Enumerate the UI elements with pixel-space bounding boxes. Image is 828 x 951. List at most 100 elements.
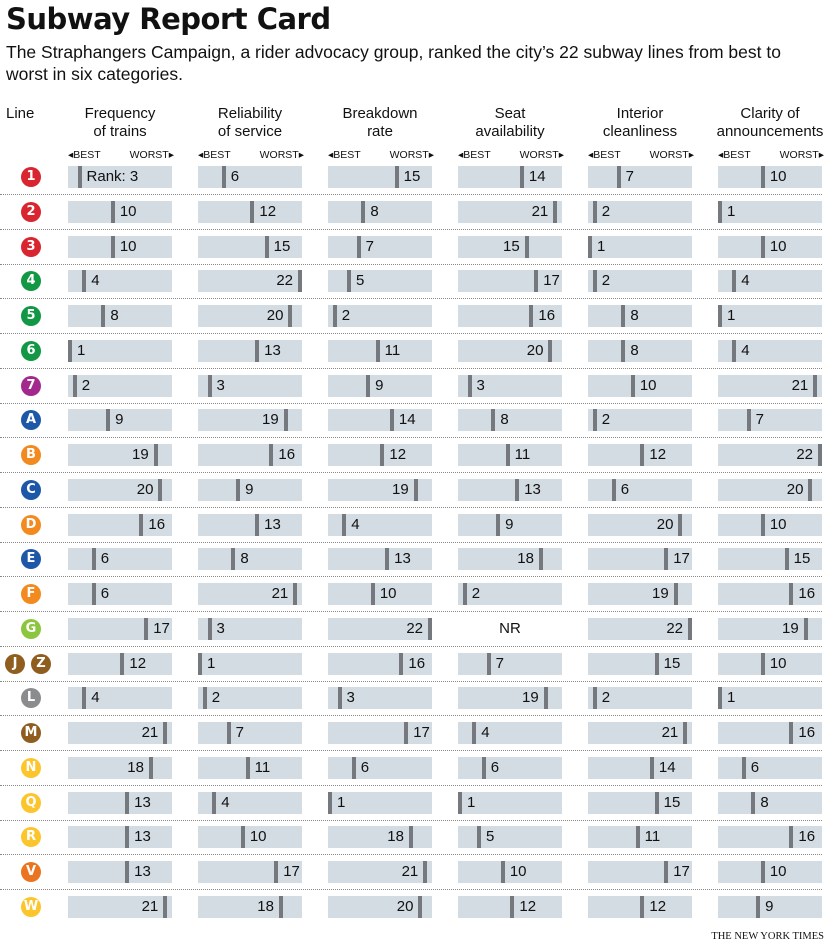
rank-bar: 22 — [718, 444, 822, 466]
rank-marker — [293, 583, 298, 605]
credit-text: THE NEW YORK TIMES — [711, 931, 824, 942]
rank-marker — [718, 687, 722, 710]
rank-value: 10 — [119, 202, 137, 220]
rank-value: 16 — [408, 654, 426, 672]
table-row: 3 10 15 7 15 1 10 — [0, 235, 828, 270]
line-bullet-icon: N — [21, 757, 41, 778]
rank-marker — [496, 513, 501, 536]
rank-marker — [255, 513, 260, 536]
rank-value: 3 — [216, 376, 225, 394]
rank-bar: 21 — [718, 374, 822, 397]
rank-value: 12 — [649, 897, 667, 915]
rank-marker — [264, 235, 269, 258]
rank-value: 8 — [370, 202, 379, 220]
rank-value: 15 — [663, 793, 681, 811]
rank-value: 18 — [127, 758, 144, 776]
best-label: ◂BEST — [328, 149, 361, 161]
rank-bar: 15 — [198, 235, 302, 258]
rank-bar: 8 — [588, 305, 692, 327]
rank-marker — [110, 235, 115, 258]
rank-marker — [789, 826, 794, 849]
rank-marker — [404, 722, 409, 744]
rank-marker — [616, 166, 621, 188]
rank-value: 2 — [211, 689, 221, 707]
rank-bar: 7 — [718, 409, 822, 432]
rank-bar: 10 — [718, 166, 822, 188]
rank-value: 21 — [141, 897, 159, 915]
rank-value: 21 — [271, 585, 289, 602]
rank-value: 12 — [129, 654, 147, 672]
rank-marker — [481, 756, 486, 779]
rank-marker — [385, 548, 390, 571]
rank-bar: 2 — [588, 687, 692, 710]
table-row: R 13 10 18 5 11 16 — [0, 826, 828, 860]
rank-bar: 17 — [588, 548, 692, 571]
rank-value: 1 — [727, 307, 736, 324]
rank-value: 6 — [230, 168, 240, 185]
rank-value: 10 — [639, 376, 657, 394]
rank-marker — [82, 270, 87, 293]
rank-marker — [226, 722, 231, 744]
rank-bar: 5 — [328, 270, 432, 293]
rank-value: 6 — [100, 550, 110, 568]
rank-bar: 16 — [68, 513, 172, 536]
rank-value: 22 — [276, 272, 293, 290]
rank-marker — [361, 200, 366, 223]
column-header: Seat availability — [445, 105, 575, 141]
rank-marker — [283, 409, 288, 432]
rank-bar: 11 — [588, 826, 692, 849]
best-label: ◂BEST — [588, 149, 621, 161]
line-bullet-icon: J — [5, 653, 25, 674]
rank-marker — [803, 617, 808, 640]
table-row: V 13 17 21 10 17 10 — [0, 861, 828, 895]
rank-bar: 6 — [68, 548, 172, 571]
rank-value: 18 — [517, 550, 534, 568]
column-header: Frequency of trains — [55, 105, 185, 141]
rank-value: 8 — [630, 307, 639, 324]
rank-bar: 1 — [588, 235, 692, 258]
rank-marker — [592, 687, 597, 710]
rank-value: 10 — [769, 168, 787, 185]
column-header-line1: Clarity of — [740, 105, 800, 122]
rank-value: 10 — [119, 237, 137, 255]
rank-bar: 11 — [458, 444, 562, 466]
rank-bar: 1 — [68, 339, 172, 362]
rank-value: 4 — [741, 272, 750, 290]
rank-bar: 14 — [588, 756, 692, 779]
rank-bar: 12 — [588, 895, 692, 918]
rank-value: 19 — [652, 585, 669, 602]
rank-value: 16 — [538, 307, 556, 324]
rank-marker — [125, 826, 130, 849]
rank-bar: 13 — [198, 339, 302, 362]
rank-bar: 20 — [68, 478, 172, 501]
rank-marker — [274, 861, 279, 883]
rank-bar: 7 — [588, 166, 692, 188]
rank-bar: 18 — [458, 548, 562, 571]
rank-value: 17 — [673, 863, 690, 880]
rank-marker — [741, 756, 746, 779]
rank-value: 9 — [375, 376, 384, 394]
rank-marker — [664, 861, 669, 883]
rank-bar: 2 — [588, 200, 692, 223]
rank-value: 16 — [278, 446, 296, 463]
rank-marker — [389, 409, 394, 432]
rank-bar: 1 — [718, 687, 822, 710]
line-bullet-icon: 4 — [21, 271, 41, 292]
rank-marker — [221, 166, 226, 188]
row-divider — [0, 402, 822, 404]
row-divider — [0, 298, 822, 300]
rank-marker — [611, 478, 616, 501]
rank-marker — [288, 305, 293, 327]
rank-bar: 21 — [68, 895, 172, 918]
rank-value: 6 — [620, 480, 630, 498]
rank-value: 2 — [81, 376, 91, 394]
rank-bar: 13 — [328, 548, 432, 571]
rank-value: 21 — [531, 202, 549, 220]
rank-value: 11 — [254, 758, 271, 776]
rank-value: 7 — [625, 168, 634, 185]
rank-value: 17 — [153, 619, 170, 637]
rank-value: 12 — [259, 202, 277, 220]
rank-marker — [760, 235, 765, 258]
rank-bar: 2 — [68, 374, 172, 397]
best-worst-legend: ◂BEST WORST▸ — [588, 149, 694, 161]
